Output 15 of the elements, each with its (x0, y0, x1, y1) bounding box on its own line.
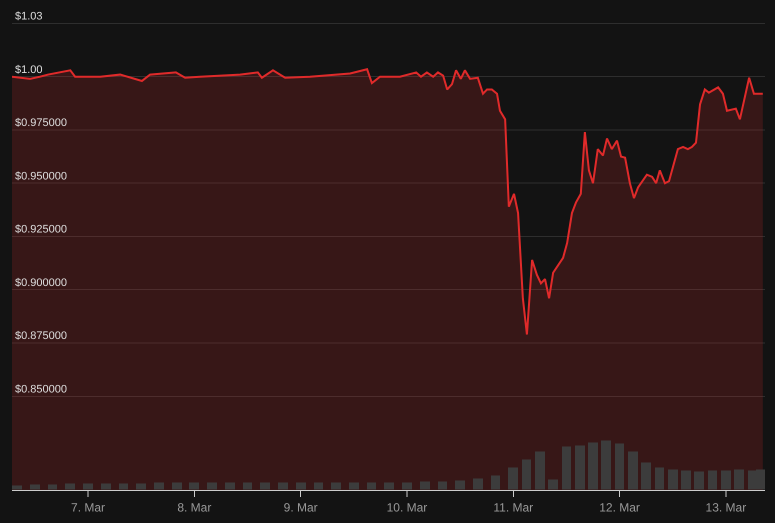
x-tick-label: 11. Mar (493, 500, 534, 514)
y-tick-label: $1.03 (15, 10, 43, 23)
y-tick-label: $0.950000 (15, 170, 67, 182)
x-tick-label: 7. Mar (71, 500, 106, 514)
x-tick-label: 9. Mar (284, 500, 318, 514)
y-tick-label: $0.975000 (15, 117, 67, 130)
x-tick-label: 8. Mar (177, 500, 212, 514)
y-tick-label: $0.925000 (15, 224, 67, 236)
x-tick-label: 13. Mar (706, 500, 746, 514)
y-tick-label: $0.875000 (15, 330, 67, 342)
y-tick-label: $0.850000 (15, 383, 67, 396)
x-tick-label: 12. Mar (599, 500, 640, 514)
y-tick-label: $1.00 (15, 64, 43, 76)
y-tick-label: $0.900000 (15, 276, 67, 289)
x-tick-label: 10. Mar (386, 500, 428, 514)
